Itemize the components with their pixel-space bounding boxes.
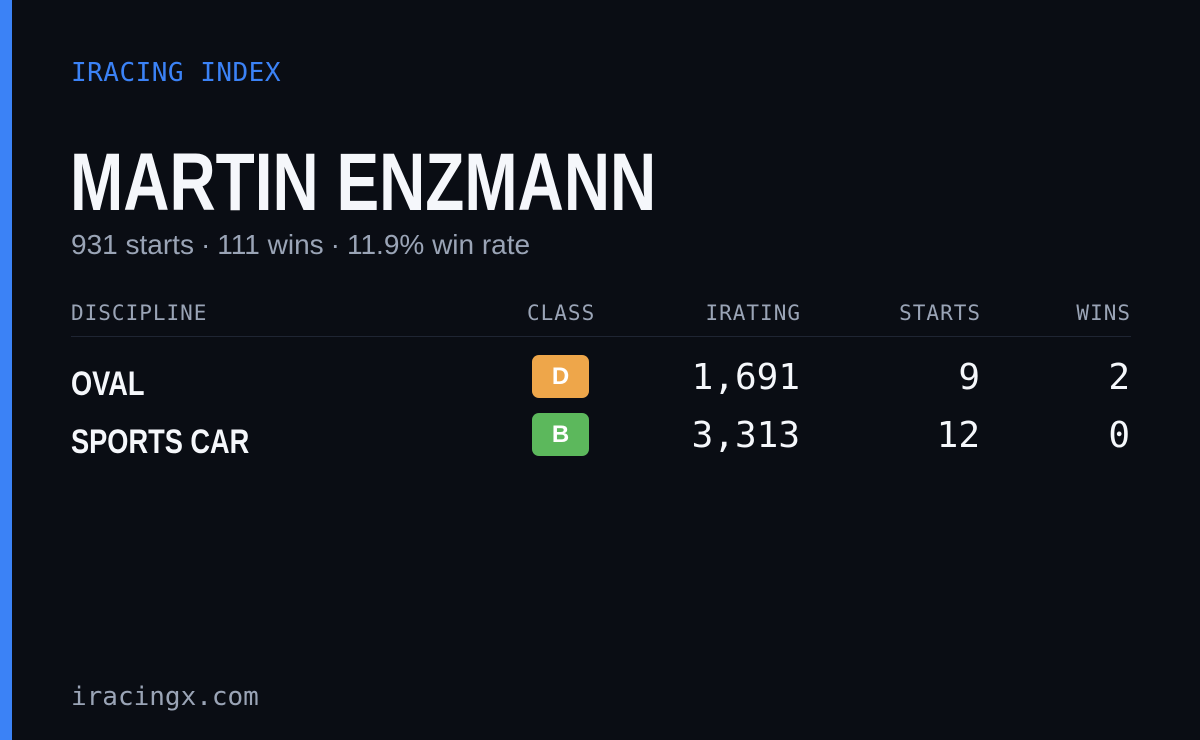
discipline-table: DISCIPLINE CLASS IRATING STARTS WINS OVA… bbox=[71, 296, 1131, 461]
row-wins: 0 bbox=[1108, 415, 1130, 456]
row-irating: 3,313 bbox=[691, 415, 800, 456]
brand-label: IRACING INDEX bbox=[71, 58, 281, 88]
header-wins: WINS bbox=[1076, 301, 1131, 325]
header-class: CLASS bbox=[527, 301, 596, 325]
row-starts: 9 bbox=[958, 357, 980, 398]
table-row-sports-car: SPORTS CAR B 3,313 12 0 bbox=[71, 395, 1131, 461]
header-discipline: DISCIPLINE bbox=[71, 301, 208, 325]
header-starts: STARTS bbox=[899, 301, 981, 325]
table-header: DISCIPLINE CLASS IRATING STARTS WINS bbox=[71, 296, 1131, 337]
header-irating: IRATING bbox=[705, 301, 801, 325]
accent-bar bbox=[0, 0, 12, 740]
summary-separator: · bbox=[200, 229, 211, 260]
row-discipline: OVAL bbox=[71, 365, 145, 403]
row-discipline: SPORTS CAR bbox=[71, 423, 250, 461]
row-irating: 1,691 bbox=[691, 357, 800, 398]
summary-wins: 111 wins bbox=[217, 229, 324, 260]
driver-name: MARTIN ENZMANN bbox=[70, 137, 657, 228]
driver-summary: 931 starts · 111 wins · 11.9% win rate bbox=[71, 228, 530, 262]
table-row-oval: OVAL D 1,691 9 2 bbox=[71, 337, 1131, 403]
site-url[interactable]: iracingx.com bbox=[71, 682, 259, 712]
class-badge: D bbox=[532, 355, 589, 398]
summary-starts: 931 starts bbox=[71, 229, 194, 260]
summary-separator: · bbox=[330, 229, 340, 260]
row-starts: 12 bbox=[936, 415, 980, 456]
row-wins: 2 bbox=[1108, 357, 1130, 398]
class-badge: B bbox=[532, 413, 589, 456]
summary-win-rate: 11.9% win rate bbox=[346, 229, 531, 260]
